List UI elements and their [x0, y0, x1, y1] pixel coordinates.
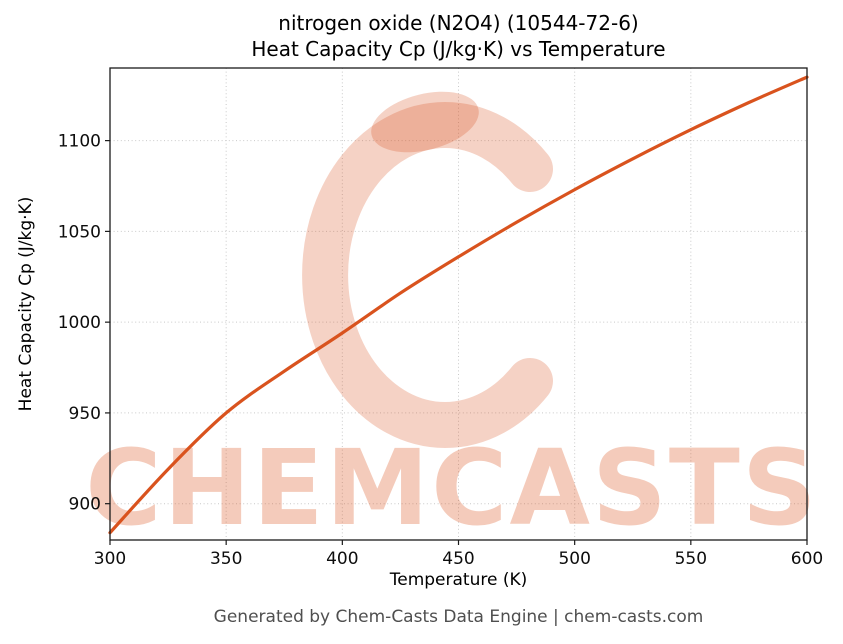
chemcasts-logo-icon	[302, 91, 553, 448]
watermark-layer: CHEMCASTS	[85, 91, 818, 549]
x-axis-label: Temperature (K)	[389, 570, 528, 590]
y-tick-label: 1050	[58, 222, 101, 242]
axes-layer: 300 350 400 450 500 550 600 900 950 1000 1050 1100	[58, 67, 823, 569]
chemcasts-logo-arc	[302, 102, 553, 448]
x-tick-label: 550	[675, 549, 707, 569]
curve-layer	[108, 75, 809, 535]
y-tick-label: 900	[69, 495, 101, 515]
x-tick-label: 300	[94, 549, 126, 569]
x-tick-label: 500	[558, 549, 590, 569]
x-tick-label: 400	[326, 549, 358, 569]
y-axis-label: Heat Capacity Cp (J/kg·K)	[16, 196, 36, 412]
cp-curve	[108, 75, 809, 535]
y-tick-label: 950	[69, 404, 101, 424]
chemcasts-logo-blob	[371, 91, 479, 153]
footer-credit: Generated by Chem-Casts Data Engine | ch…	[213, 607, 704, 627]
y-tick-label: 1100	[58, 132, 101, 152]
chart-title: nitrogen oxide (N2O4) (10544-72-6) Heat …	[110, 11, 807, 62]
chart-title-line2: Heat Capacity Cp (J/kg·K) vs Temperature	[251, 36, 666, 61]
y-tick-label: 1000	[58, 313, 101, 333]
x-tick-label: 450	[442, 549, 474, 569]
plot-border	[109, 67, 808, 541]
watermark-text: CHEMCASTS	[85, 427, 818, 549]
x-tick-label: 600	[791, 549, 823, 569]
x-tick-label: 350	[210, 549, 242, 569]
chart-title-line1: nitrogen oxide (N2O4) (10544-72-6)	[278, 11, 639, 35]
